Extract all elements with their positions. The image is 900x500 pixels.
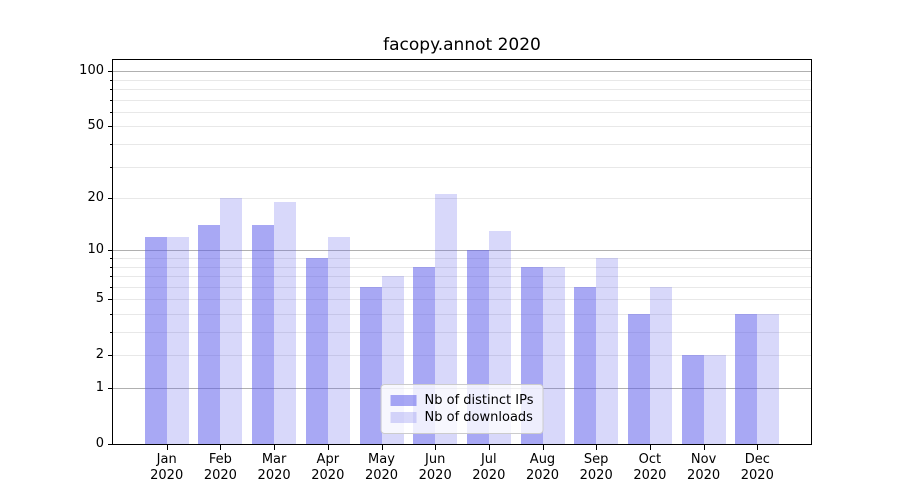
y-minor-tick-mark <box>110 198 113 200</box>
gridline-minor <box>113 286 811 288</box>
legend-label-downloads: Nb of downloads <box>424 410 533 425</box>
y-minor-tick-mark <box>110 166 113 168</box>
y-tick-label: 5 <box>95 291 104 307</box>
y-tick-mark <box>108 71 113 73</box>
bar-distinct-ips <box>359 286 382 444</box>
y-tick-label: 0 <box>95 436 104 451</box>
y-tick-mark <box>108 388 113 389</box>
y-tick-mark <box>108 250 113 252</box>
bar-downloads <box>327 236 350 444</box>
y-tick-label: 20 <box>87 190 104 206</box>
bar-downloads <box>435 194 458 444</box>
x-tick-label: Oct 2020 <box>633 452 667 483</box>
gridline-major <box>113 250 811 252</box>
bar-distinct-ips <box>574 286 597 444</box>
x-tick-mark <box>220 445 222 450</box>
x-tick-label: Aug 2020 <box>525 452 560 483</box>
y-minor-tick-mark <box>110 332 113 333</box>
bar-distinct-ips <box>681 355 704 444</box>
x-tick-mark <box>327 445 329 450</box>
y-tick-label: 100 <box>79 63 104 79</box>
legend-swatch-downloads <box>390 412 417 423</box>
bar-downloads <box>649 286 672 444</box>
x-tick-label: Jan 2020 <box>150 452 184 483</box>
x-tick-label: Feb 2020 <box>203 452 237 483</box>
y-minor-tick-mark <box>110 314 113 315</box>
bar-distinct-ips <box>735 314 758 444</box>
y-minor-tick-mark <box>110 286 113 288</box>
legend-swatch-distinct-ips <box>390 395 417 406</box>
gridline-minor <box>113 314 811 315</box>
gridline-minor <box>113 276 811 277</box>
x-tick-label: Jun 2020 <box>418 452 452 483</box>
legend-item-distinct-ips: Nb of distinct IPs <box>390 393 534 408</box>
gridline-minor <box>113 332 811 333</box>
gridline-minor <box>113 111 811 113</box>
plot-area: Nb of distinct IPs Nb of downloads <box>112 59 812 445</box>
y-minor-tick-mark <box>110 126 113 128</box>
x-tick-label: May 2020 <box>364 452 399 483</box>
y-minor-tick-mark <box>110 79 113 81</box>
bar-downloads <box>274 202 297 444</box>
bar-distinct-ips <box>144 236 167 444</box>
y-tick-mark <box>108 444 113 445</box>
gridline-minor <box>113 258 811 259</box>
x-tick-label: Dec 2020 <box>740 452 774 483</box>
y-minor-tick-mark <box>110 355 113 357</box>
y-minor-tick-mark <box>110 111 113 113</box>
y-minor-tick-mark <box>110 99 113 101</box>
x-tick-mark <box>488 445 490 450</box>
y-minor-tick-mark <box>110 299 113 301</box>
y-tick-label: 10 <box>87 242 104 258</box>
y-minor-tick-mark <box>110 276 113 277</box>
x-tick-mark <box>381 445 383 450</box>
gridline-minor <box>113 144 811 145</box>
y-tick-label: 1 <box>95 380 104 395</box>
bar-downloads <box>703 355 726 444</box>
bar-downloads <box>166 236 189 444</box>
gridline-major <box>113 71 811 73</box>
bar-downloads <box>757 314 780 444</box>
legend-label-distinct-ips: Nb of distinct IPs <box>424 393 534 408</box>
bar-distinct-ips <box>305 258 328 444</box>
gridline-minor <box>113 266 811 268</box>
gridline-minor <box>113 89 811 90</box>
y-tick-label: 50 <box>87 118 104 134</box>
x-tick-mark <box>596 445 598 450</box>
x-tick-mark <box>274 445 276 450</box>
gridline-minor <box>113 79 811 81</box>
gridline-minor <box>113 299 811 301</box>
x-tick-label: Nov 2020 <box>687 452 721 483</box>
bar-downloads <box>542 266 565 444</box>
legend-item-downloads: Nb of downloads <box>390 410 534 425</box>
x-tick-label: Apr 2020 <box>311 452 345 483</box>
bar-distinct-ips <box>198 225 221 444</box>
bar-distinct-ips <box>252 225 275 444</box>
x-tick-label: Jul 2020 <box>472 452 506 483</box>
y-minor-tick-mark <box>110 89 113 90</box>
x-tick-mark <box>435 445 437 450</box>
x-tick-label: Sep 2020 <box>579 452 613 483</box>
y-minor-tick-mark <box>110 144 113 145</box>
bar-downloads <box>220 198 243 444</box>
y-minor-tick-mark <box>110 266 113 268</box>
y-minor-tick-mark <box>110 258 113 259</box>
y-tick-label: 2 <box>95 347 104 363</box>
gridline-minor <box>113 355 811 357</box>
bar-downloads <box>596 258 619 444</box>
gridline-minor <box>113 198 811 200</box>
gridline-minor <box>113 99 811 101</box>
x-tick-mark <box>757 445 759 450</box>
x-tick-mark <box>703 445 705 450</box>
gridline-minor <box>113 166 811 168</box>
x-tick-mark <box>649 445 651 450</box>
chart-title: facopy.annot 2020 <box>383 35 541 55</box>
x-tick-mark <box>542 445 544 450</box>
gridline-minor <box>113 126 811 128</box>
bar-distinct-ips <box>627 314 650 444</box>
legend: Nb of distinct IPs Nb of downloads <box>380 384 544 434</box>
x-tick-label: Mar 2020 <box>257 452 291 483</box>
x-tick-mark <box>166 445 168 450</box>
